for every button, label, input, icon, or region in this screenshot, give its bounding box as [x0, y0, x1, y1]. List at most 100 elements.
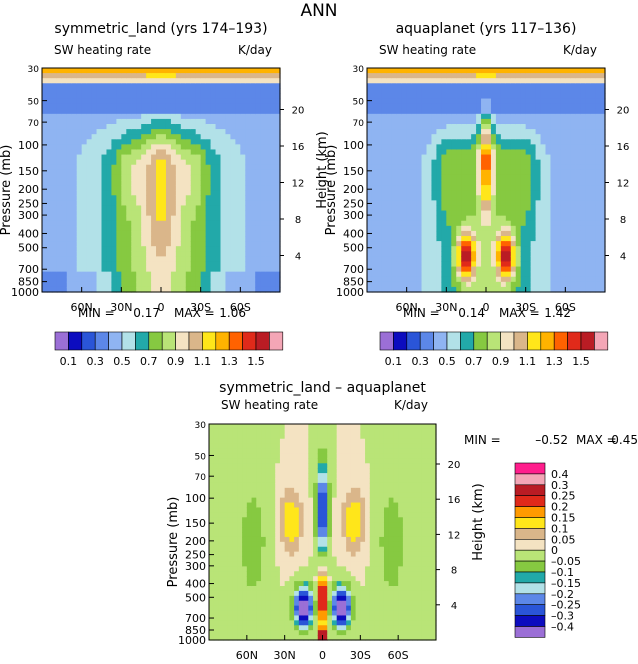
heatmap-cell [106, 118, 113, 125]
heatmap-cell [550, 174, 557, 181]
heatmap-cell [510, 124, 517, 130]
heatmap-cell [223, 453, 229, 459]
heatmap-cell [270, 424, 276, 430]
heatmap-cell [156, 113, 162, 120]
heatmap-cell [205, 124, 212, 130]
heatmap-cell [256, 507, 262, 513]
heatmap-cell [146, 149, 152, 156]
heatmap-cell [466, 266, 472, 273]
heatmap-cell [161, 180, 167, 186]
heatmap-cell [42, 68, 48, 74]
heatmap-cell [51, 169, 58, 176]
heatmap-cell [446, 190, 452, 196]
heatmap-cell [396, 195, 403, 201]
heatmap-cell [230, 180, 236, 186]
heatmap-cell [66, 251, 73, 257]
heatmap-cell [246, 536, 253, 543]
heatmap-cell [555, 144, 561, 151]
heatmap-cell [451, 78, 457, 84]
heatmap-cell [51, 149, 58, 156]
heatmap-cell [275, 88, 281, 95]
heatmap-cell [416, 200, 423, 207]
heatmap-cell [565, 68, 571, 74]
heatmap-cell [476, 241, 482, 247]
heatmap-cell [590, 73, 596, 79]
heatmap-cell [476, 210, 482, 217]
heatmap-cell [585, 159, 591, 166]
heatmap-cell [406, 124, 413, 130]
heatmap-cell [141, 225, 147, 232]
heatmap-cell [461, 195, 467, 201]
heatmap-cell [481, 261, 487, 268]
heatmap-cell [367, 159, 373, 166]
heatmap-cell [66, 220, 73, 227]
heatmap-cell [275, 246, 281, 252]
heatmap-cell [185, 251, 192, 257]
heatmap-cell [555, 68, 561, 74]
colorbar-box [379, 331, 394, 351]
heatmap-cell [411, 276, 418, 283]
heatmap-cell [161, 225, 167, 232]
heatmap-cell [220, 241, 227, 247]
heatmap-cell [165, 129, 172, 135]
min-value: 0.17 [133, 306, 160, 320]
heatmap-cell [101, 134, 108, 140]
heatmap-cell [535, 190, 542, 196]
heatmap-cell [560, 88, 566, 95]
heatmap-cell [381, 205, 388, 212]
heatmap-cell [180, 246, 187, 252]
heatmap-cell [156, 246, 162, 252]
heatmap-cell [185, 68, 192, 74]
heatmap-cell [185, 230, 192, 237]
heatmap-cell [441, 281, 447, 288]
heatmap-cell [441, 134, 447, 140]
heatmap-cell [86, 68, 93, 74]
heatmap-cell [505, 129, 512, 135]
heatmap-cell [225, 195, 232, 201]
heatmap-cell [486, 159, 492, 166]
heatmap-cell [535, 215, 542, 222]
heatmap-cell [256, 492, 262, 499]
heatmap-cell [585, 93, 591, 100]
heatmap-cell [71, 108, 78, 115]
heatmap-cell [565, 256, 571, 263]
heatmap-cell [510, 73, 517, 79]
heatmap-cell [421, 93, 428, 100]
heatmap-cell [131, 225, 137, 232]
heatmap-cell [215, 266, 222, 273]
heatmap-cell [560, 129, 566, 135]
heatmap-cell [540, 68, 547, 74]
heatmap-cell [230, 266, 236, 273]
heatmap-cell [76, 276, 83, 283]
heatmap-cell [165, 149, 172, 156]
heatmap-cell [56, 195, 63, 201]
heatmap-cell [240, 129, 246, 135]
y-tick-label: 100 [343, 139, 364, 152]
heatmap-cell [381, 185, 388, 191]
heatmap-cell [131, 190, 137, 196]
heatmap-cell [580, 129, 586, 135]
heatmap-cell [255, 68, 261, 74]
heatmap-cell [411, 266, 418, 273]
heatmap-cell [371, 271, 378, 278]
max-label: MAX = [174, 306, 215, 320]
heatmap-cell [255, 225, 261, 232]
heatmap-cell [381, 256, 388, 263]
heatmap-cell [396, 129, 403, 135]
heatmap-cell [401, 169, 408, 176]
heatmap-cell [441, 190, 447, 196]
heatmap-cell [431, 215, 438, 222]
heatmap-cell [575, 180, 581, 186]
heatmap-cell [235, 225, 241, 232]
heatmap-cell [165, 251, 172, 257]
heatmap-cell [86, 266, 93, 273]
heatmap-cell [381, 93, 388, 100]
heatmap-cell [570, 159, 576, 166]
heatmap-cell [510, 261, 517, 268]
heatmap-cell [545, 276, 552, 283]
heatmap-cell [205, 93, 212, 100]
heatmap-cell [200, 78, 207, 84]
heatmap-cell [486, 241, 492, 247]
heatmap-cell [476, 276, 482, 283]
heatmap-cell [146, 113, 152, 120]
